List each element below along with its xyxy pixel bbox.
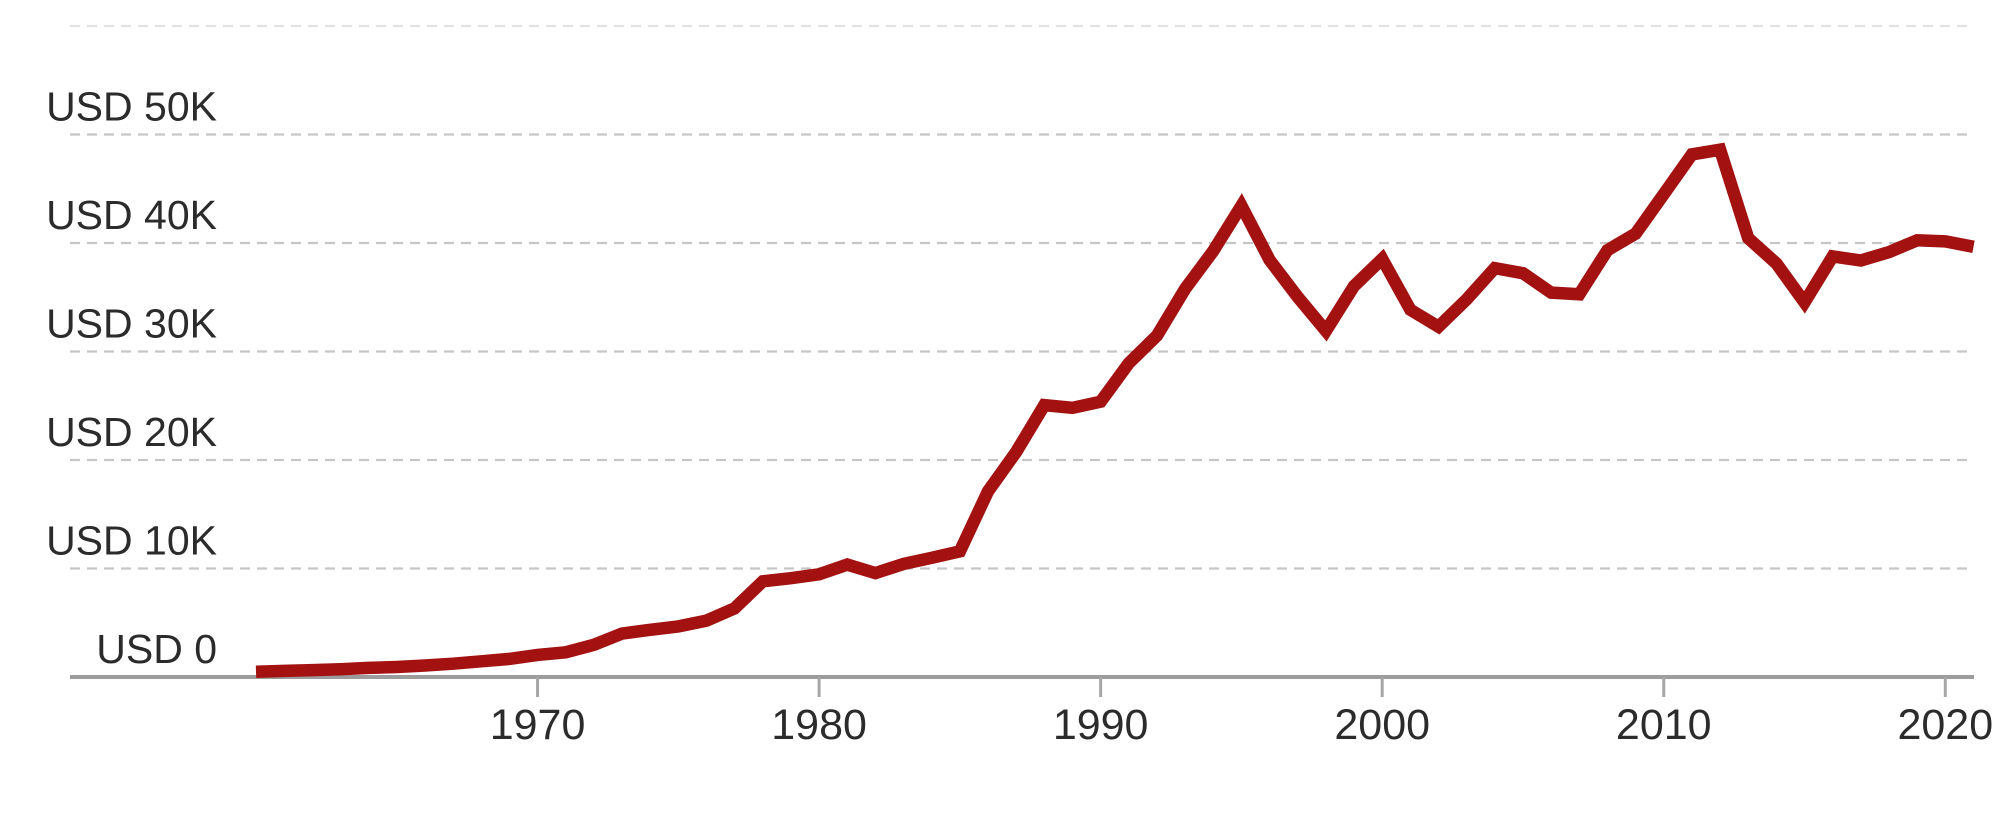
chart-canvas: USD 0 USD 10K USD 20K USD 30K USD 40K USD 50K… <box>46 24 1993 749</box>
x-axis-label: 1990 <box>1053 701 1149 749</box>
y-axis-label: USD 0 <box>96 626 217 672</box>
x-axis-label: 1970 <box>490 701 586 749</box>
x-axis-label: 2020 <box>1897 701 1993 749</box>
y-axis-label: USD 40K <box>46 192 217 238</box>
data-line-series <box>255 142 1975 679</box>
y-axis-label: USD 50K <box>46 84 217 130</box>
x-axis-label: 1980 <box>771 701 867 749</box>
y-axis-label: USD 20K <box>46 409 217 455</box>
y-axis-label: USD 10K <box>46 518 217 564</box>
x-axis-label: 2000 <box>1334 701 1430 749</box>
gdp-per-capita-line-chart: USD 0 USD 10K USD 20K USD 30K USD 40K USD 50K… <box>40 16 2000 815</box>
x-axis-label: 2010 <box>1616 701 1712 749</box>
y-axis-label: USD 30K <box>46 301 217 347</box>
